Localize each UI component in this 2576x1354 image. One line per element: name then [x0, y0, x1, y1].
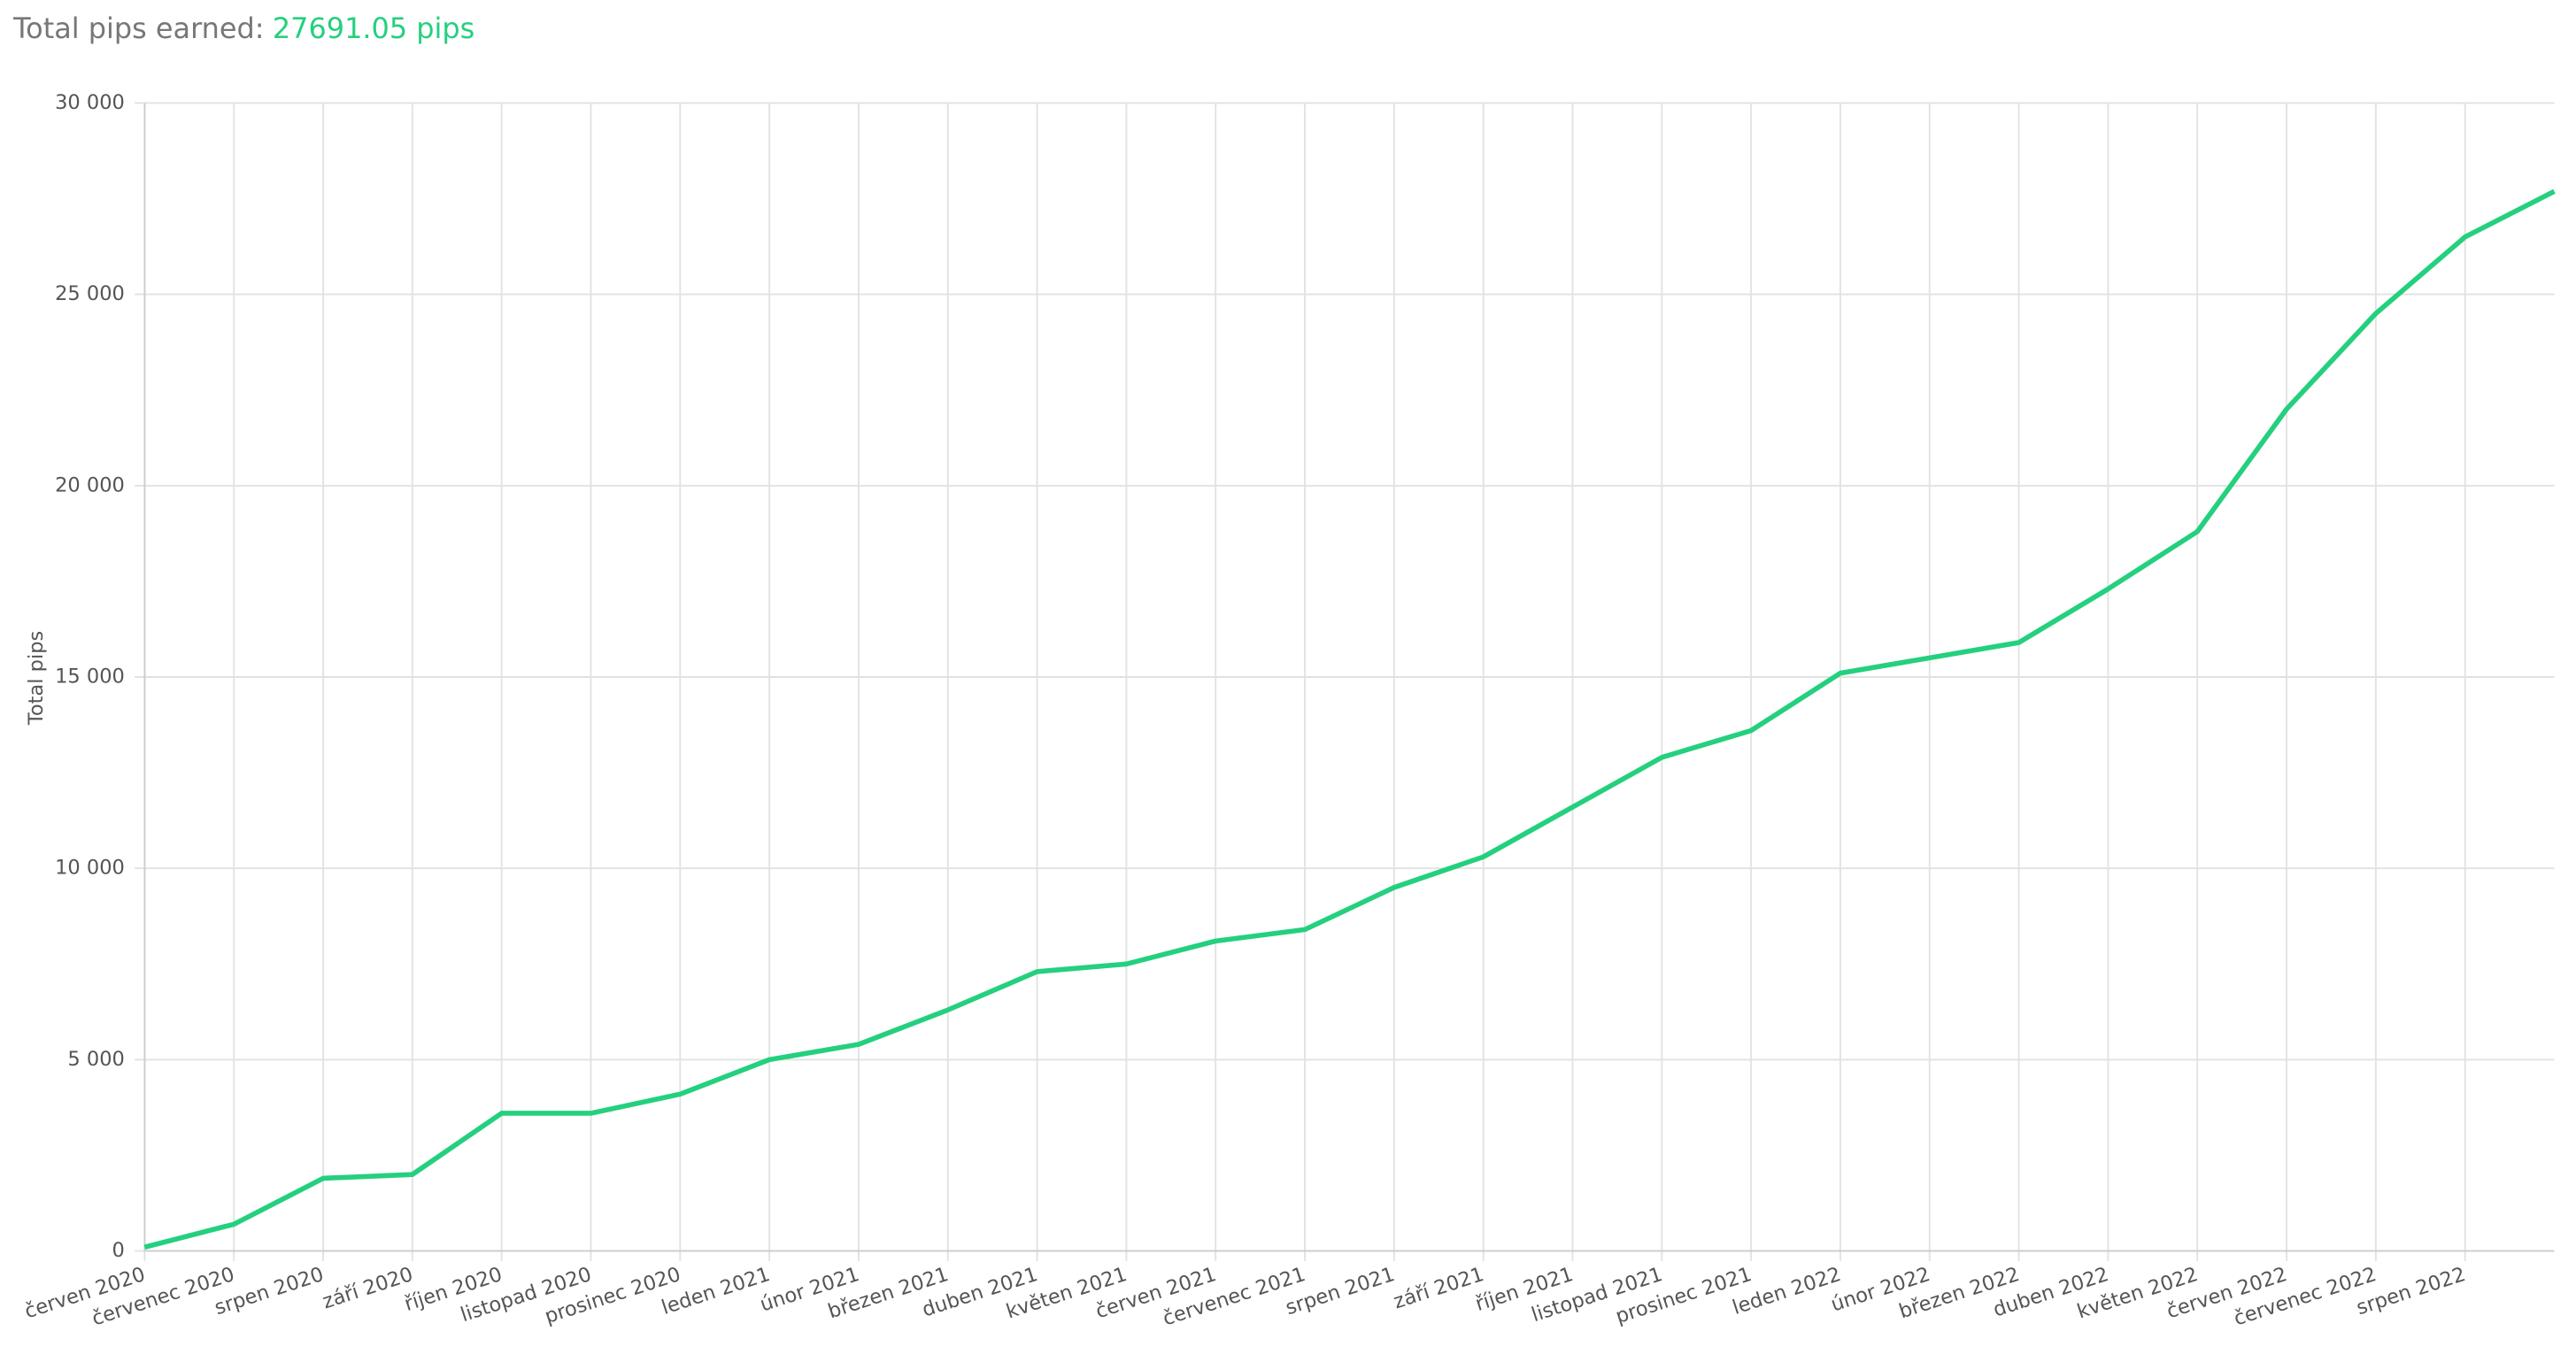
- y-tick-label: 0: [112, 1239, 125, 1262]
- x-tick-label: září 2021: [1391, 1263, 1486, 1313]
- y-tick-label: 25 000: [55, 282, 125, 305]
- y-axis-label: Total pips: [25, 631, 48, 726]
- header-value: 27691.05 pips: [273, 12, 474, 45]
- line-series: [143, 188, 2556, 1250]
- y-tick-label: 10 000: [55, 857, 125, 880]
- header: Total pips earned: 27691.05 pips: [12, 12, 474, 45]
- y-tick-label: 30 000: [55, 91, 125, 114]
- header-label: Total pips earned:: [12, 12, 264, 45]
- y-tick-label: 15 000: [55, 665, 125, 689]
- x-tick-label: září 2020: [320, 1263, 415, 1313]
- y-tick-label: 20 000: [55, 473, 125, 496]
- y-tick-label: 5 000: [67, 1048, 124, 1071]
